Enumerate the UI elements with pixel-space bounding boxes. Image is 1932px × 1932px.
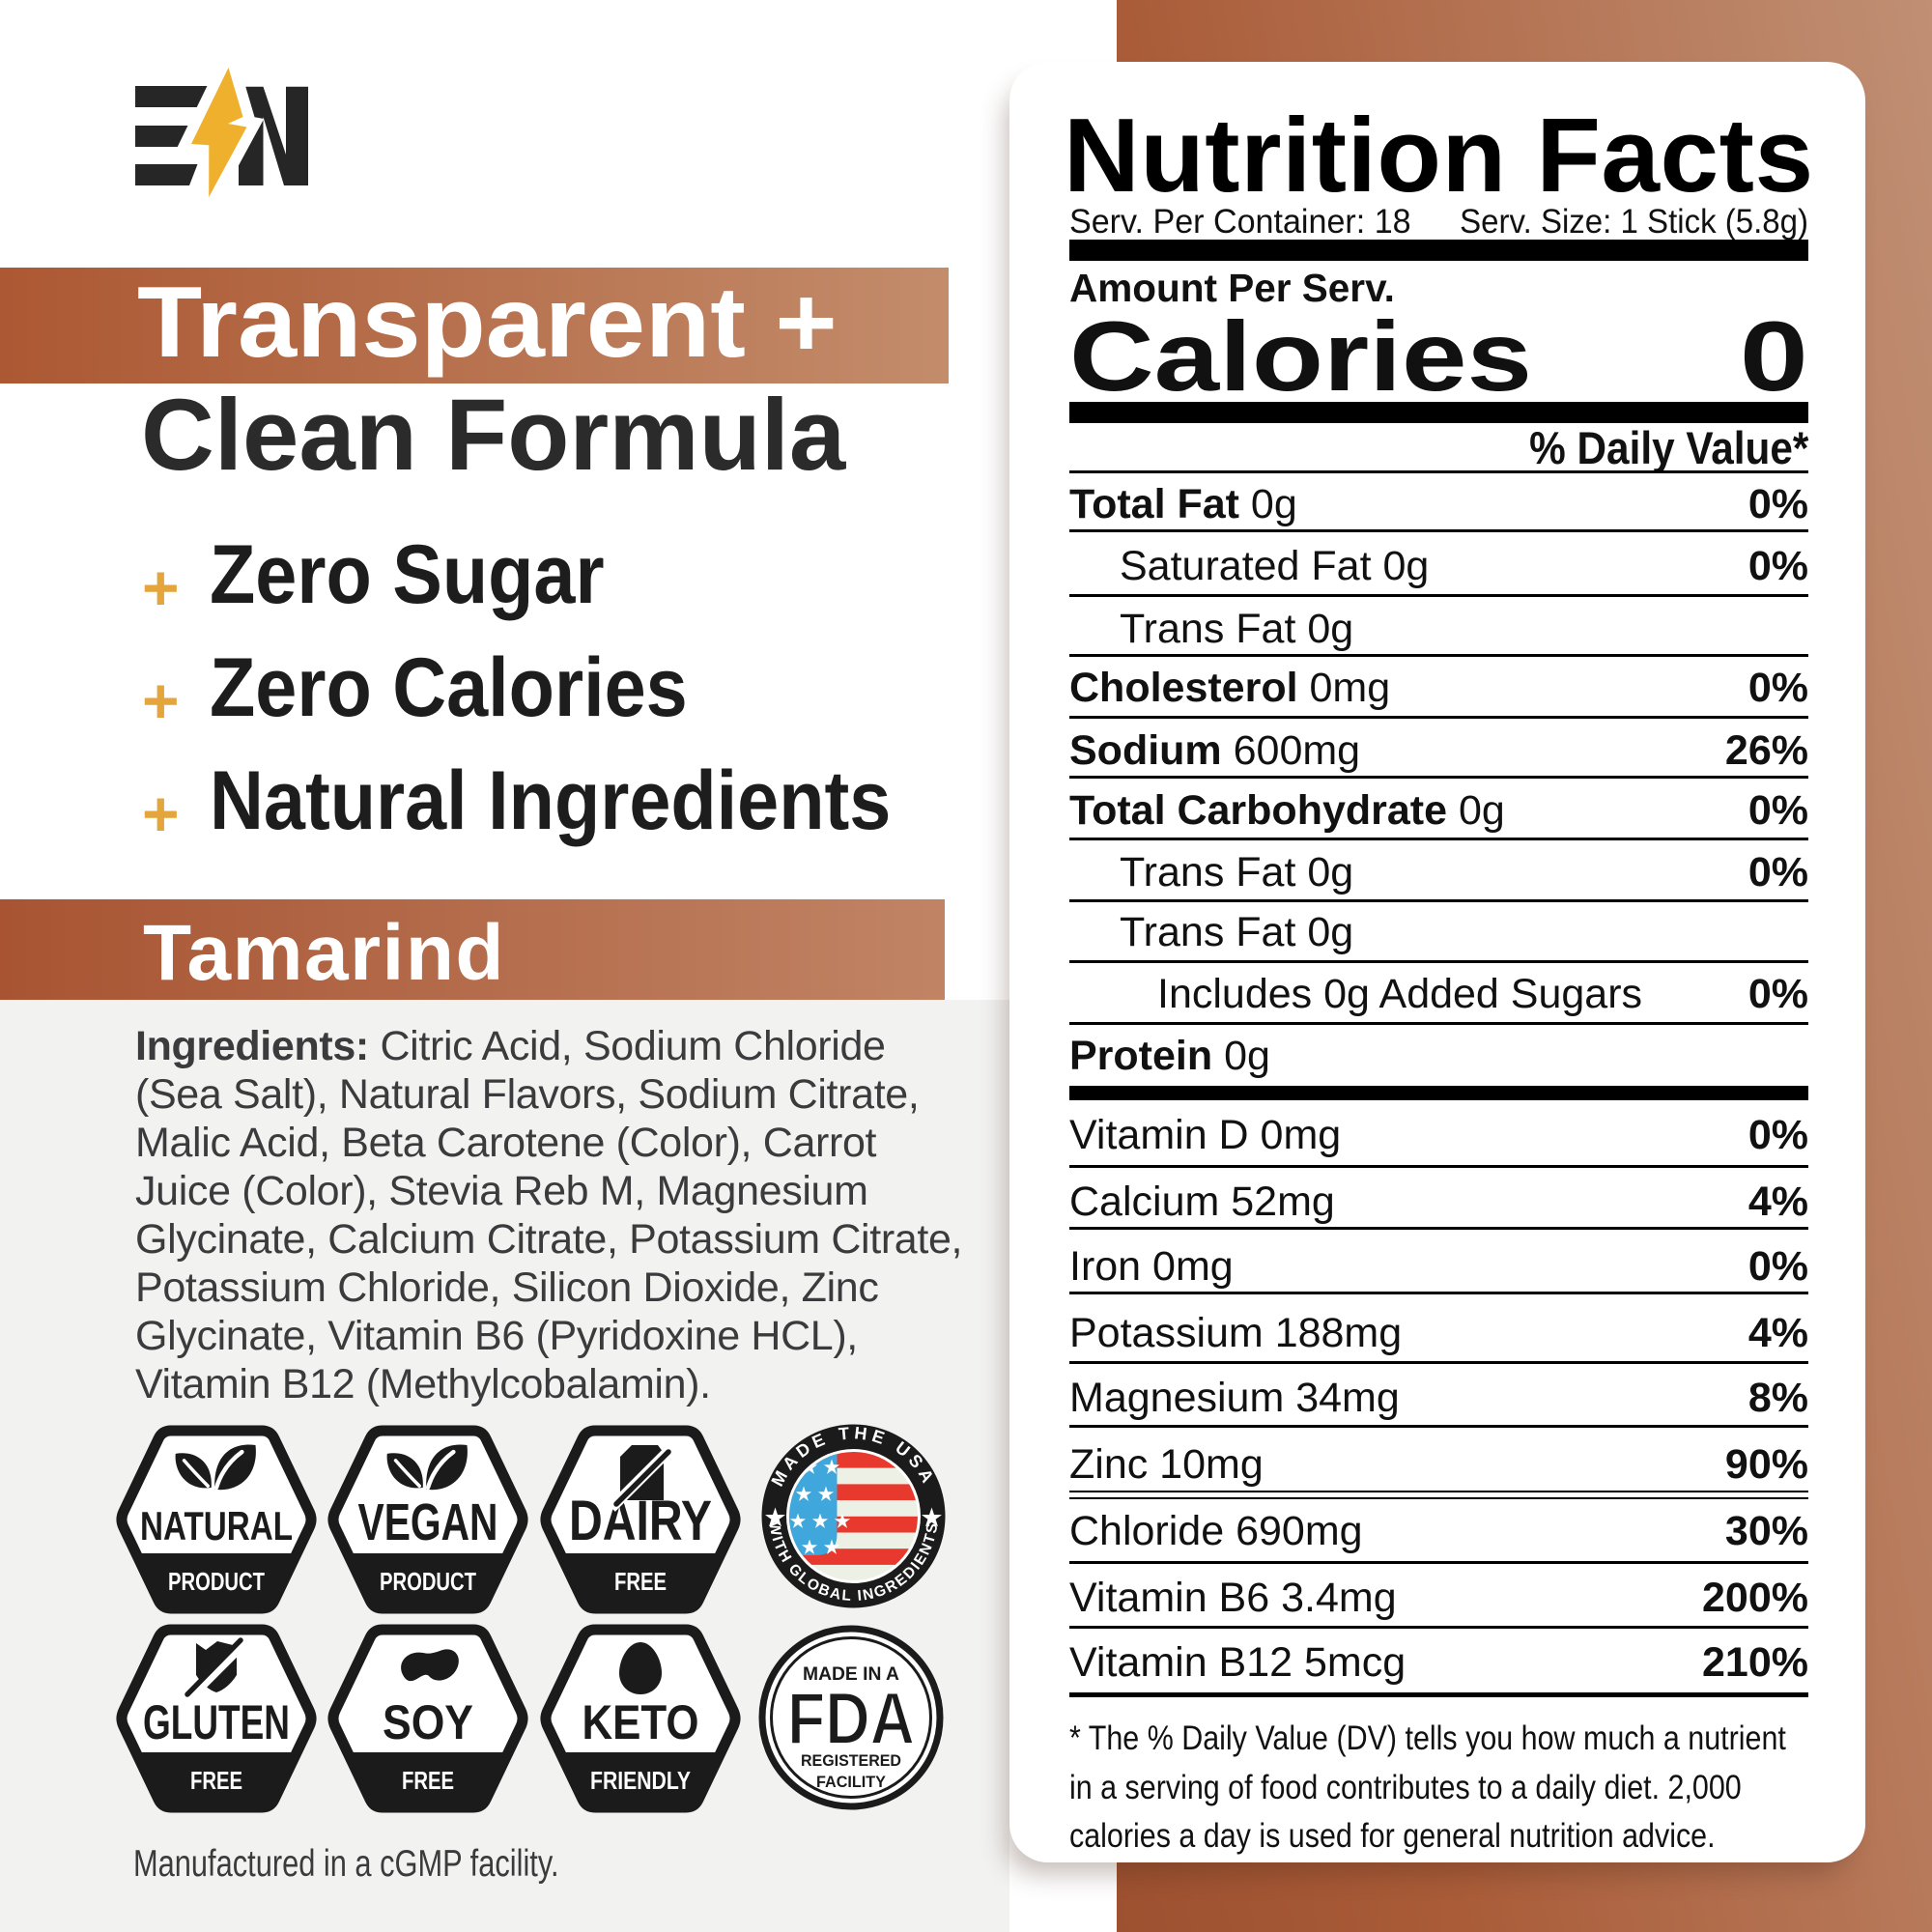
svg-text:NATURAL: NATURAL	[140, 1503, 293, 1548]
svg-text:FREE: FREE	[190, 1766, 242, 1795]
svg-text:REGISTERED: REGISTERED	[801, 1751, 901, 1770]
svg-text:FREE: FREE	[614, 1567, 667, 1596]
svg-text:KETO: KETO	[582, 1695, 699, 1749]
svg-text:MADE IN A: MADE IN A	[803, 1664, 899, 1685]
svg-text:PRODUCT: PRODUCT	[168, 1567, 265, 1596]
svg-text:VEGAN: VEGAN	[358, 1493, 498, 1551]
svg-text:FRIENDLY: FRIENDLY	[590, 1766, 691, 1795]
svg-text:SOY: SOY	[383, 1695, 473, 1749]
svg-text:GLUTEN: GLUTEN	[143, 1695, 290, 1749]
svg-text:PRODUCT: PRODUCT	[380, 1567, 476, 1596]
svg-text:FDA: FDA	[787, 1678, 915, 1760]
svg-text:FACILITY: FACILITY	[816, 1773, 887, 1791]
svg-text:FREE: FREE	[402, 1766, 454, 1795]
svg-text:FDA: FDA	[787, 1678, 915, 1760]
